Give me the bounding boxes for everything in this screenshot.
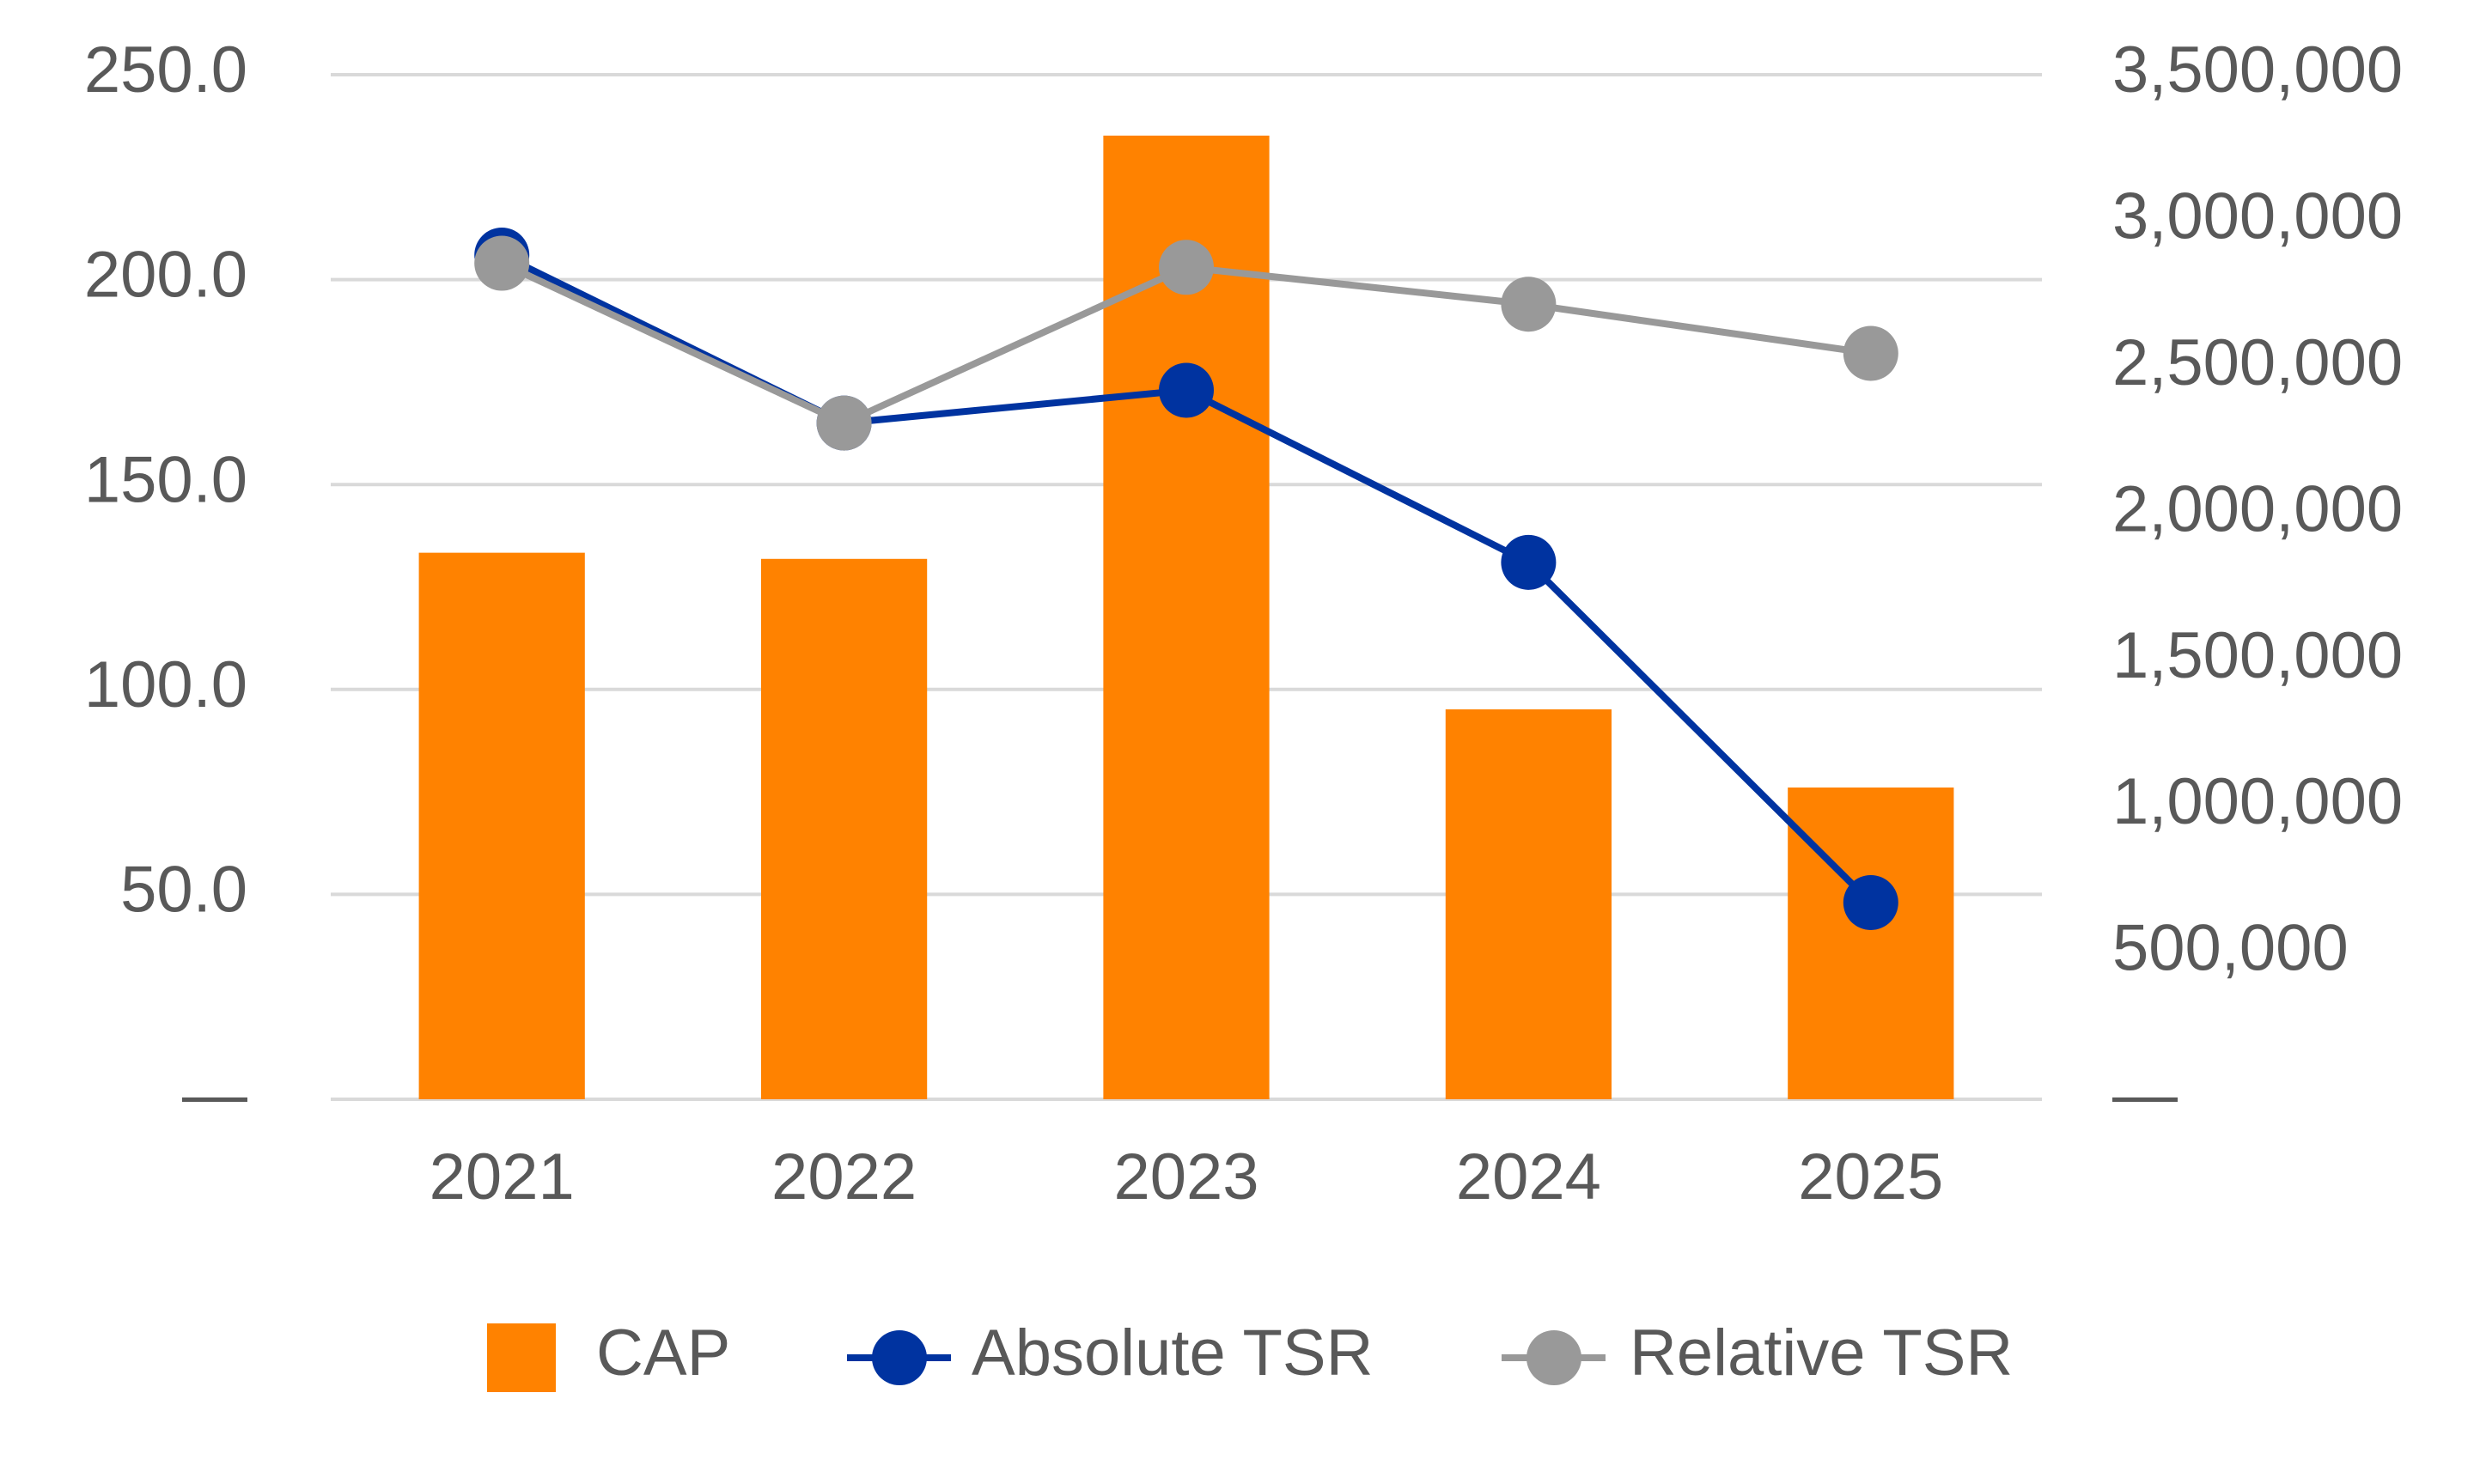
y-tick-label: 50.0	[120, 853, 247, 926]
y2-tick-label: 1,500,000	[2112, 619, 2403, 692]
bar	[1445, 709, 1612, 1099]
legend-label: CAP	[596, 1317, 730, 1390]
x-tick-label: 2025	[1798, 1140, 1943, 1213]
marker	[1843, 325, 1898, 381]
marker	[816, 395, 872, 451]
x-tick-label: 2023	[1113, 1140, 1258, 1213]
legend-label: Absolute TSR	[972, 1317, 1374, 1390]
marker	[1159, 362, 1214, 418]
x-tick-label: 2024	[1456, 1140, 1601, 1213]
y2-tick-label: 2,000,000	[2112, 472, 2403, 545]
marker	[1843, 874, 1898, 930]
y2-tick-label: —	[2112, 1058, 2178, 1131]
y2-tick-label: 2,500,000	[2112, 326, 2403, 399]
x-tick-label: 2021	[430, 1140, 575, 1213]
y-tick-label: 250.0	[84, 33, 247, 106]
bar	[418, 552, 585, 1099]
legend-marker	[1526, 1330, 1581, 1385]
marker	[1501, 534, 1557, 590]
y-tick-label: 100.0	[84, 648, 247, 721]
y2-tick-label: 3,000,000	[2112, 180, 2403, 253]
marker	[1501, 277, 1557, 332]
bar	[760, 558, 928, 1099]
bar	[1788, 787, 1954, 1099]
legend-label: Relative TSR	[1630, 1317, 2013, 1390]
x-tick-label: 2022	[771, 1140, 917, 1213]
y-tick-label: —	[182, 1058, 247, 1131]
marker	[1159, 240, 1214, 295]
y2-tick-label: 1,000,000	[2112, 765, 2403, 838]
marker	[474, 235, 530, 291]
y2-tick-label: 500,000	[2112, 912, 2349, 985]
y2-tick-label: 3,500,000	[2112, 33, 2403, 106]
y-tick-label: 200.0	[84, 239, 247, 312]
legend-swatch	[487, 1323, 556, 1392]
legend-marker	[872, 1330, 927, 1385]
y-tick-label: 150.0	[84, 443, 247, 516]
